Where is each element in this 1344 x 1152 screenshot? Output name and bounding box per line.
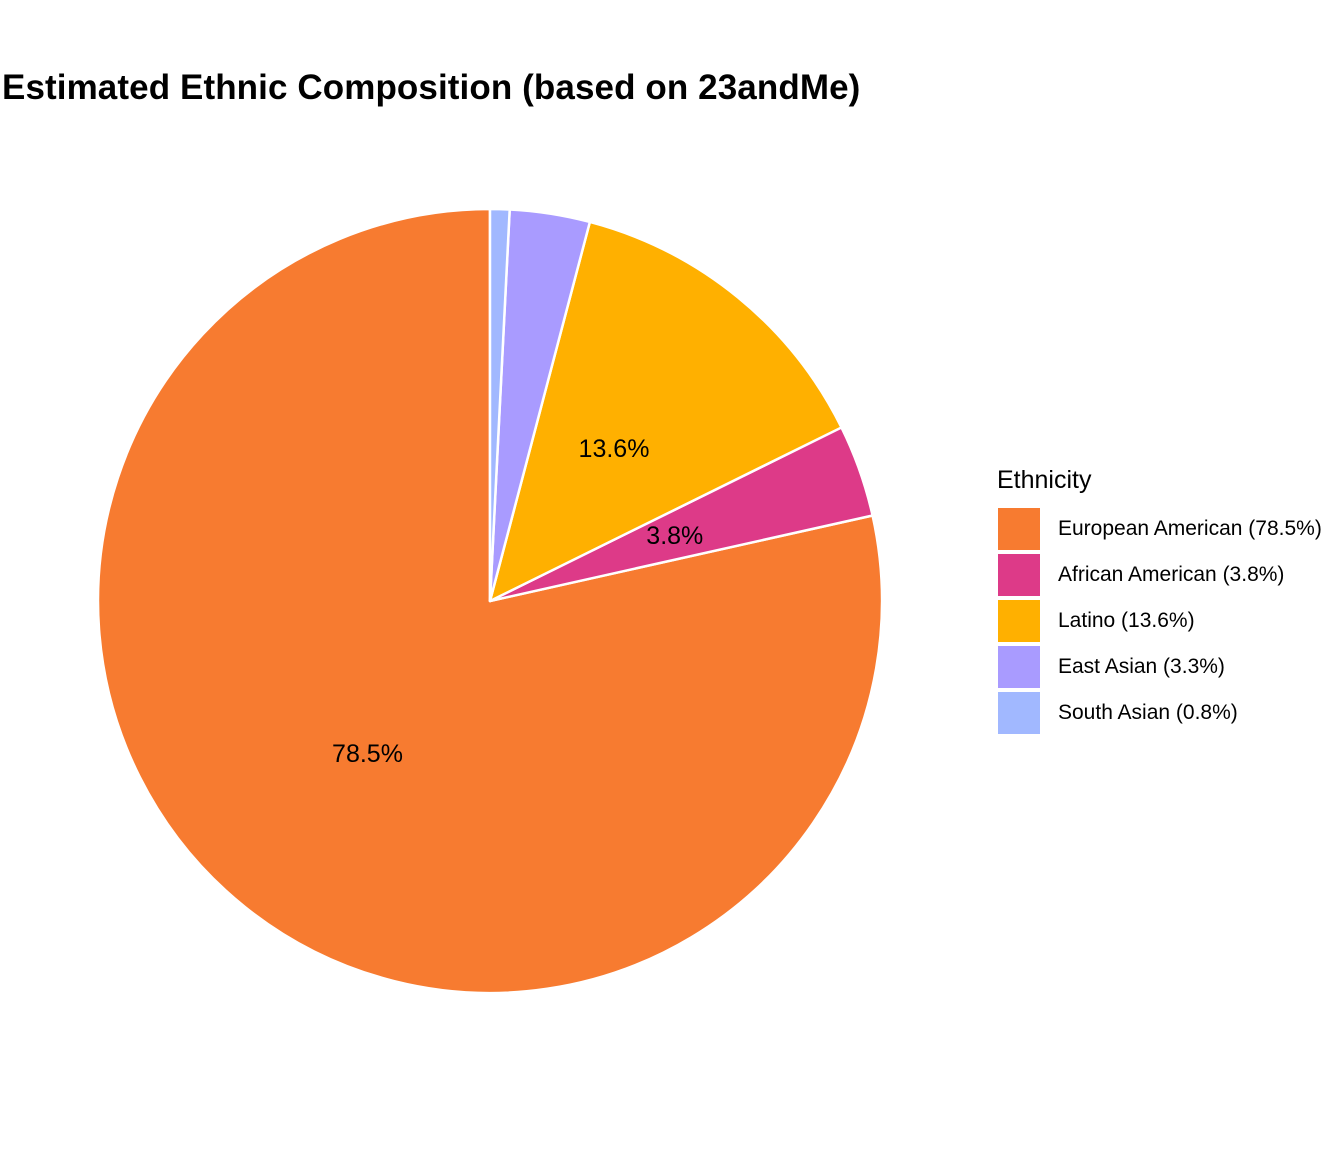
- pie-slice-labels: 78.5% 3.8% 13.6%: [332, 435, 703, 768]
- slice-label-african-american: 3.8%: [646, 522, 703, 550]
- legend-label: South Asian (0.8%): [1058, 701, 1238, 724]
- legend-items: European American (78.5%) African America…: [997, 506, 1322, 736]
- legend-item-south-asian: South Asian (0.8%): [997, 690, 1322, 736]
- legend-swatch: [998, 508, 1040, 550]
- legend-title: Ethnicity: [997, 466, 1092, 494]
- slice-label-european-american: 78.5%: [332, 740, 403, 768]
- legend-item-european-american: European American (78.5%): [997, 506, 1322, 552]
- legend-swatch: [998, 692, 1040, 734]
- slice-label-latino: 13.6%: [579, 435, 650, 463]
- legend-swatch: [998, 646, 1040, 688]
- legend-item-african-american: African American (3.8%): [997, 552, 1322, 598]
- legend-label: East Asian (3.3%): [1058, 655, 1225, 678]
- pie-slice-south-asian: [488, 207, 511, 603]
- legend-label: European American (78.5%): [1058, 517, 1322, 540]
- legend: Ethnicity European American (78.5%) Afric…: [997, 464, 1322, 736]
- pie-slice-european-american: [96, 207, 884, 995]
- legend-item-latino: Latino (13.6%): [997, 598, 1322, 644]
- legend-item-east-asian: East Asian (3.3%): [997, 644, 1322, 690]
- legend-label: African American (3.8%): [1058, 563, 1285, 586]
- chart-title: Estimated Ethnic Composition (based on 2…: [2, 68, 861, 107]
- pie-slices: [96, 207, 884, 995]
- legend-swatch: [998, 554, 1040, 596]
- pie-slice-latino: [488, 220, 843, 603]
- legend-label: Latino (13.6%): [1058, 609, 1195, 632]
- legend-swatch: [998, 600, 1040, 642]
